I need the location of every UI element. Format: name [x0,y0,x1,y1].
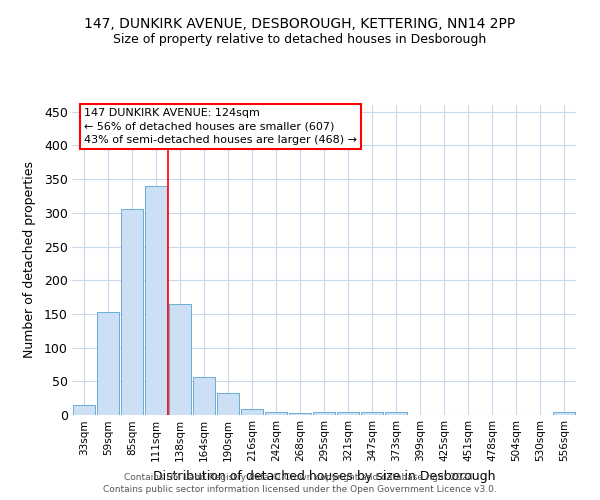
Text: Contains HM Land Registry data © Crown copyright and database right 2024.: Contains HM Land Registry data © Crown c… [124,474,476,482]
Bar [169,304,191,415]
Y-axis label: Number of detached properties: Number of detached properties [23,162,35,358]
Bar [313,412,335,415]
Bar [289,413,311,415]
Text: 147 DUNKIRK AVENUE: 124sqm
← 56% of detached houses are smaller (607)
43% of sem: 147 DUNKIRK AVENUE: 124sqm ← 56% of deta… [84,108,357,145]
Bar [553,412,575,415]
Bar [337,412,359,415]
Bar [193,376,215,415]
Bar [361,412,383,415]
Bar [145,186,167,415]
Bar [121,210,143,415]
Bar [265,412,287,415]
X-axis label: Distribution of detached houses by size in Desborough: Distribution of detached houses by size … [153,470,495,482]
Text: Size of property relative to detached houses in Desborough: Size of property relative to detached ho… [113,32,487,46]
Bar [73,405,95,415]
Bar [241,409,263,415]
Text: Contains public sector information licensed under the Open Government Licence v3: Contains public sector information licen… [103,485,497,494]
Bar [217,393,239,415]
Text: 147, DUNKIRK AVENUE, DESBOROUGH, KETTERING, NN14 2PP: 147, DUNKIRK AVENUE, DESBOROUGH, KETTERI… [85,18,515,32]
Bar [385,412,407,415]
Bar [97,312,119,415]
